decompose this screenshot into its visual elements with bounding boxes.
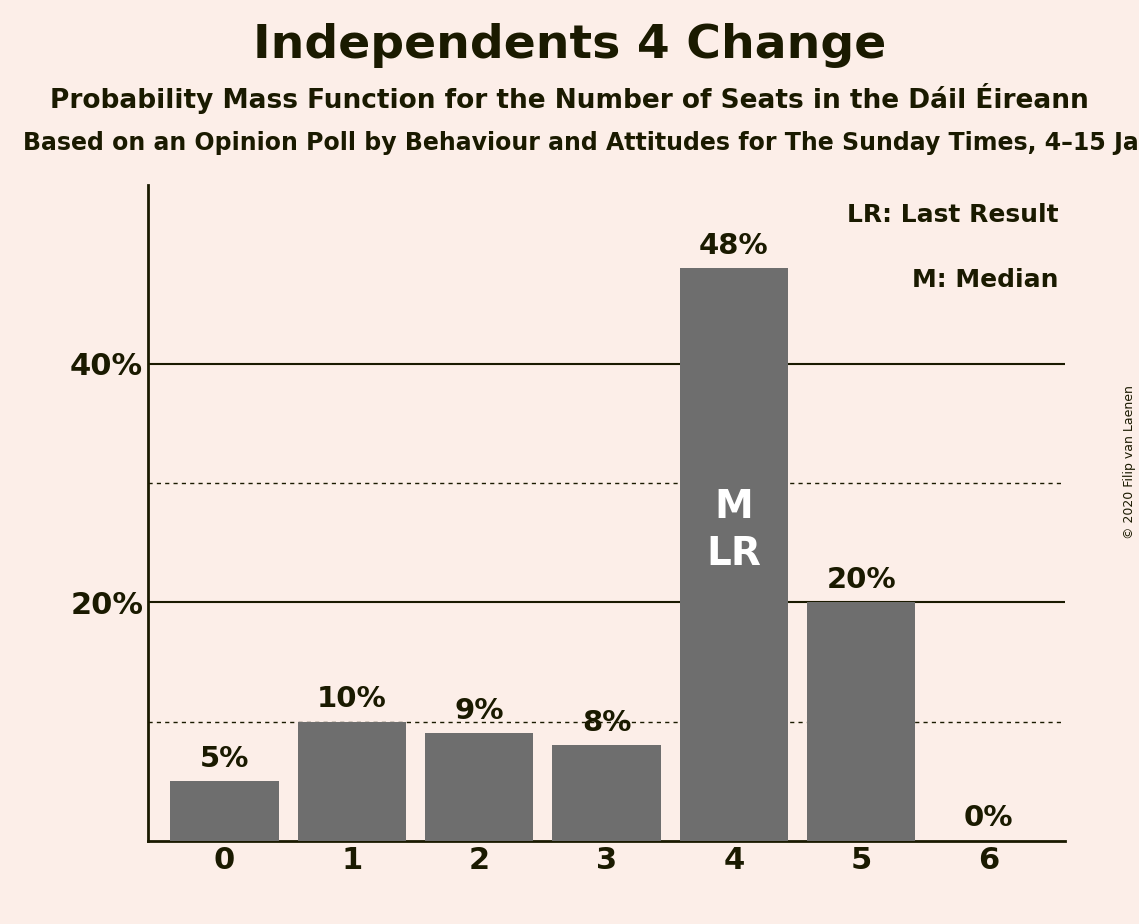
Bar (425, 734, 533, 841)
Text: Based on an Opinion Poll by Behaviour and Attitudes for The Sunday Times, 4–15 J: Based on an Opinion Poll by Behaviour an… (23, 131, 1139, 155)
Text: 10%: 10% (317, 686, 387, 713)
Text: M
LR: M LR (706, 488, 761, 573)
Bar (808, 602, 916, 841)
Text: © 2020 Filip van Laenen: © 2020 Filip van Laenen (1123, 385, 1136, 539)
Text: 8%: 8% (582, 709, 631, 737)
Text: Independents 4 Change: Independents 4 Change (253, 23, 886, 68)
Bar (171, 781, 279, 841)
Text: Probability Mass Function for the Number of Seats in the Dáil Éireann: Probability Mass Function for the Number… (50, 83, 1089, 115)
Text: 5%: 5% (199, 745, 249, 772)
Text: 0%: 0% (964, 805, 1014, 833)
Bar (680, 268, 788, 841)
Text: 20%: 20% (827, 565, 896, 594)
Bar (552, 746, 661, 841)
Text: LR: Last Result: LR: Last Result (847, 202, 1058, 226)
Text: M: Median: M: Median (912, 268, 1058, 292)
Bar (297, 722, 405, 841)
Text: 9%: 9% (454, 697, 503, 725)
Text: 48%: 48% (699, 232, 769, 260)
